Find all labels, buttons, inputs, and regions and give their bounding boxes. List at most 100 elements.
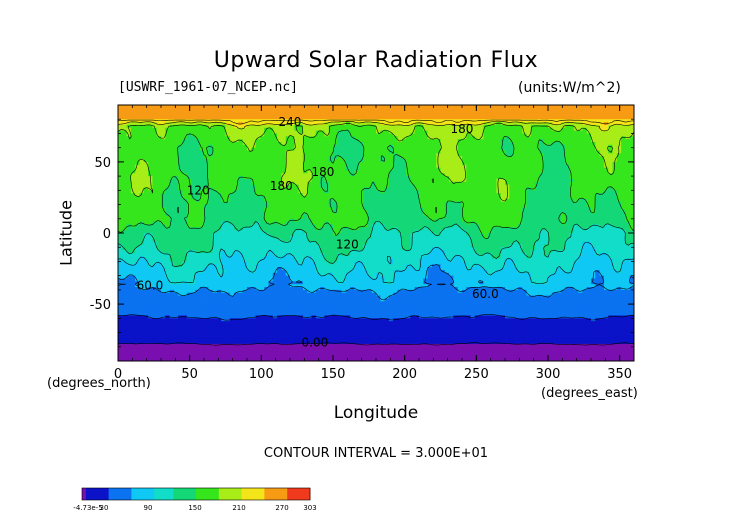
field-cell: [625, 167, 631, 172]
field-cell: [453, 122, 459, 126]
field-cell: [479, 141, 485, 146]
field-cell: [436, 181, 442, 186]
field-cell: [483, 210, 489, 214]
field-cell: [470, 178, 476, 183]
field-cell: [423, 201, 429, 206]
field-cell: [156, 116, 162, 120]
field-cell: [234, 150, 239, 154]
field-cell: [126, 130, 132, 135]
field-cell: [324, 136, 330, 140]
field-cell: [522, 156, 528, 160]
field-cell: [195, 218, 201, 223]
field-cell: [126, 181, 132, 186]
field-cell: [165, 127, 171, 132]
field-cell: [139, 124, 145, 129]
field-cell: [526, 127, 532, 132]
field-cell: [251, 127, 257, 132]
field-cell: [311, 113, 317, 117]
field-cell: [272, 170, 278, 174]
field-cell: [535, 181, 540, 186]
field-cell: [539, 130, 545, 135]
field-cell: [135, 127, 141, 132]
field-cell: [264, 193, 270, 197]
field-cell: [126, 110, 132, 115]
field-cell: [509, 178, 515, 183]
field-cell: [436, 207, 442, 211]
field-cell: [393, 130, 399, 135]
field-cell: [526, 133, 532, 137]
field-cell: [578, 110, 583, 115]
field-cell: [543, 153, 549, 157]
field-cell: [474, 156, 480, 160]
field-cell: [169, 210, 175, 214]
field-cell: [552, 201, 558, 206]
field-cell: [444, 196, 450, 200]
field-cell: [393, 170, 399, 174]
field-cell: [449, 213, 454, 217]
field-cell: [573, 173, 579, 177]
field-cell: [513, 170, 519, 174]
field-cell: [169, 150, 175, 154]
field-cell: [414, 207, 420, 211]
field-cell: [453, 190, 459, 194]
field-cell: [195, 201, 201, 206]
field-cell: [380, 124, 386, 129]
field-cell: [277, 116, 282, 120]
field-cell: [290, 207, 295, 211]
field-cell: [599, 113, 605, 117]
field-cell: [225, 178, 231, 183]
field-cell: [152, 164, 158, 169]
field-cell: [371, 147, 377, 152]
field-cell: [216, 147, 222, 152]
field-cell: [578, 107, 583, 112]
field-cell: [457, 176, 463, 180]
field-cell: [126, 176, 132, 180]
field-cell: [225, 147, 231, 152]
field-cell: [569, 201, 575, 206]
field-cell: [591, 201, 596, 206]
field-cell: [414, 215, 420, 220]
field-cell: [156, 204, 162, 208]
field-cell: [393, 181, 399, 186]
field-cell: [290, 107, 295, 112]
field-cell: [556, 110, 562, 115]
field-cell: [479, 144, 485, 149]
field-cell: [345, 113, 351, 117]
field-cell: [333, 124, 338, 129]
field-cell: [530, 136, 536, 140]
chart-title: Upward Solar Radiation Flux: [213, 48, 539, 73]
field-cell: [371, 221, 377, 226]
field-cell: [156, 124, 162, 129]
field-cell: [363, 107, 368, 112]
field-cell: [251, 201, 257, 206]
field-cell: [543, 181, 549, 186]
field-cell: [272, 176, 278, 180]
field-cell: [517, 161, 523, 166]
field-cell: [337, 164, 343, 169]
field-cell: [165, 133, 171, 137]
field-cell: [513, 184, 519, 189]
field-cell: [410, 153, 416, 157]
field-cell: [560, 167, 566, 172]
field-cell: [225, 153, 231, 157]
field-cell: [492, 107, 497, 112]
field-cell: [431, 122, 437, 126]
field-cell: [272, 105, 278, 109]
field-cell: [191, 130, 196, 135]
field-cell: [126, 215, 132, 220]
field-cell: [500, 110, 506, 115]
field-cell: [152, 198, 158, 203]
field-cell: [178, 139, 184, 143]
field-cell: [367, 210, 373, 214]
field-cell: [122, 144, 128, 149]
field-cell: [315, 153, 321, 157]
field-cell: [380, 176, 386, 180]
field-cell: [586, 136, 592, 140]
field-cell: [169, 215, 175, 220]
field-cell: [487, 127, 493, 132]
field-cell: [341, 221, 347, 226]
field-cell: [251, 150, 257, 154]
field-cell: [272, 116, 278, 120]
field-cell: [320, 215, 325, 220]
field-cell: [569, 204, 575, 208]
